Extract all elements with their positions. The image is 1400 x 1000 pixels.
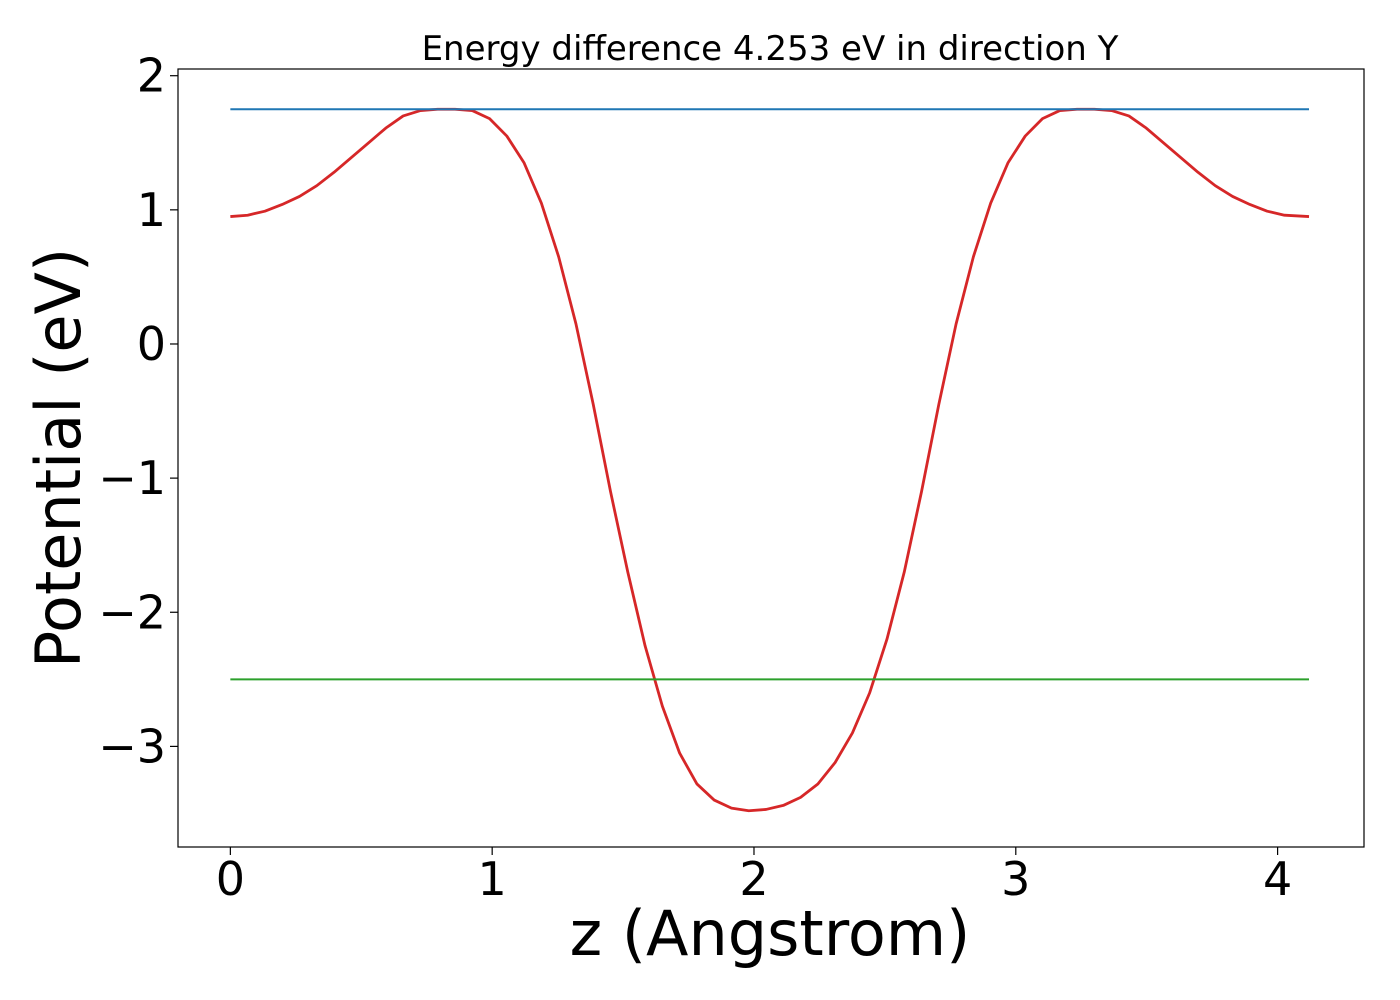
y-axis-ticks: −3 −2 −1 0 1 2	[98, 49, 178, 773]
x-tick-label: 3	[1001, 852, 1030, 906]
chart-title: Energy difference 4.253 eV in direction …	[422, 29, 1119, 69]
x-tick-label: 0	[216, 852, 245, 906]
y-tick-label: 0	[137, 317, 166, 371]
x-axis-ticks: 0 1 2 3 4	[216, 847, 1292, 906]
potential-curve	[230, 107, 1310, 813]
x-axis-label: z (Angstrom)	[570, 897, 971, 970]
y-tick-label: 2	[137, 49, 166, 103]
plot-frame	[177, 68, 1365, 848]
x-tick-label: 2	[739, 852, 768, 906]
y-axis-label: Potential (eV)	[22, 248, 95, 668]
y-tick-label: −1	[98, 451, 166, 505]
y-tick-label: −2	[98, 585, 166, 639]
plot-area	[230, 107, 1310, 813]
x-tick-label: 4	[1263, 852, 1292, 906]
y-tick-label: 1	[137, 183, 166, 237]
x-tick-label: 1	[478, 852, 507, 906]
y-tick-label: −3	[98, 719, 166, 773]
